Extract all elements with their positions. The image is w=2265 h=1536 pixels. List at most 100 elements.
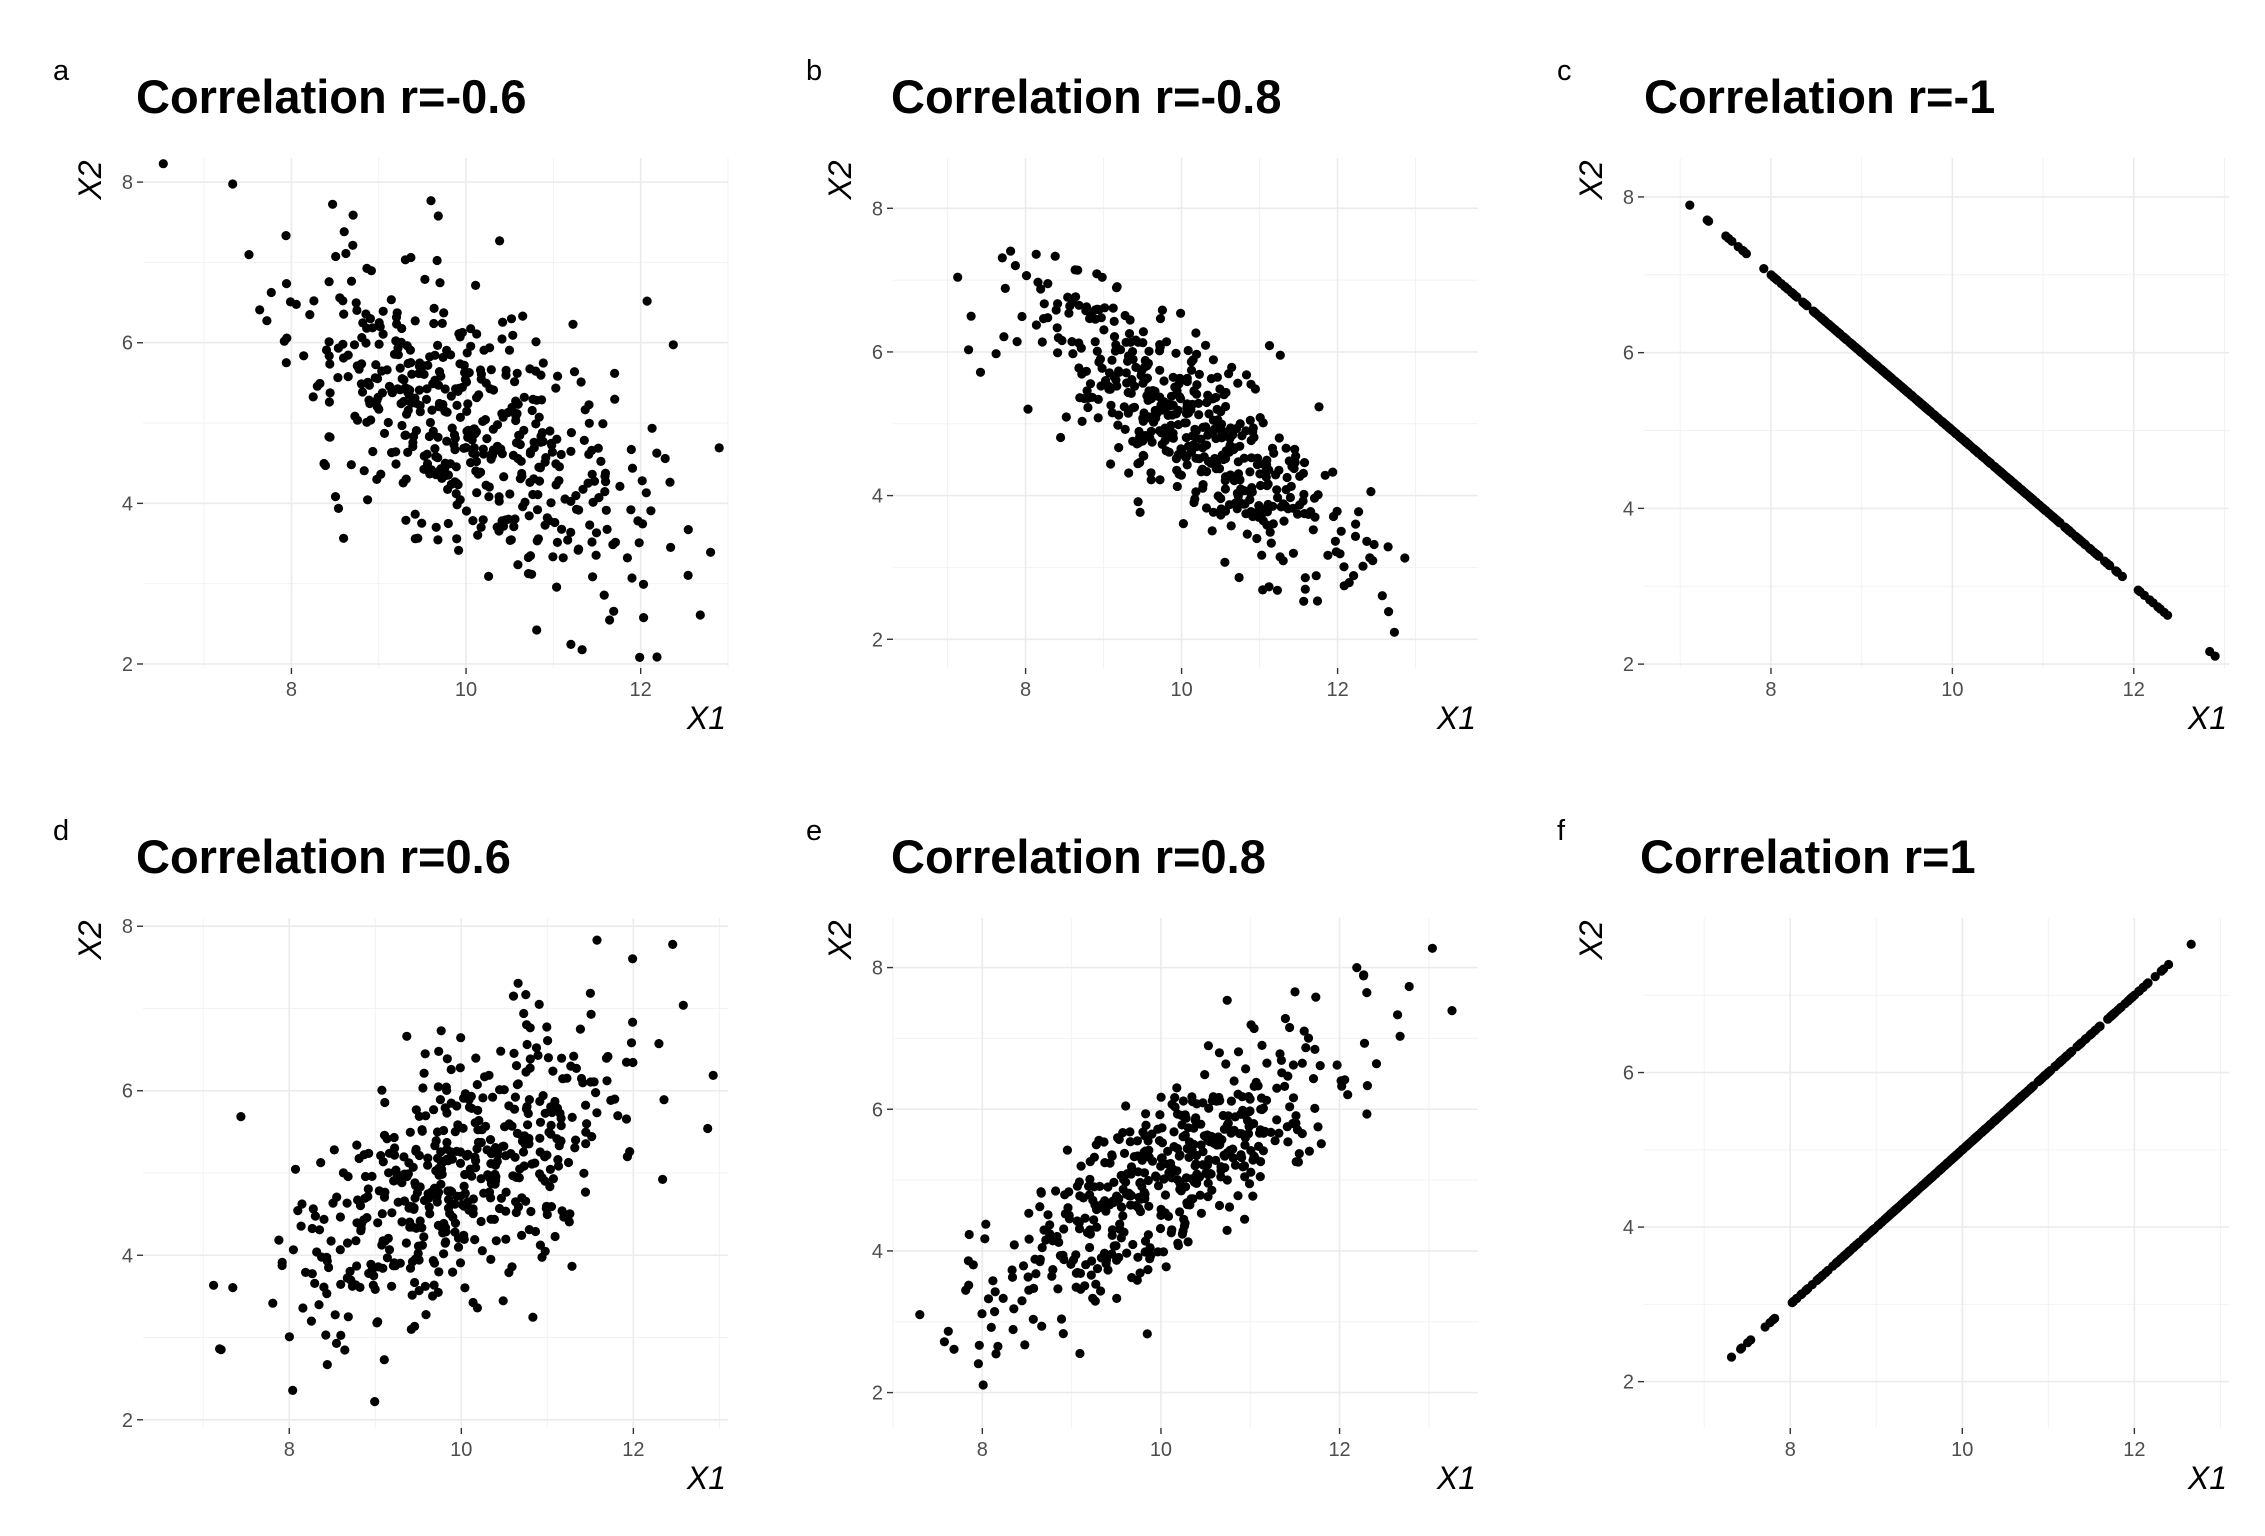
data-point — [610, 537, 621, 547]
data-point — [508, 330, 518, 340]
data-point — [1320, 470, 1330, 480]
data-point — [415, 1182, 425, 1192]
data-point — [1244, 1179, 1255, 1189]
data-point — [1841, 334, 1851, 345]
data-point — [1096, 1253, 1107, 1263]
data-point — [528, 489, 538, 500]
data-point — [1191, 487, 1201, 497]
data-point — [486, 1193, 496, 1203]
data-point — [1727, 236, 1737, 246]
data-point — [1181, 1113, 1191, 1123]
data-point — [462, 348, 472, 358]
data-point — [1280, 1081, 1290, 1091]
data-point — [626, 444, 636, 455]
data-point — [1064, 1187, 1074, 1197]
data-point — [386, 295, 396, 305]
data-point — [500, 1122, 510, 1132]
data-point — [306, 1316, 316, 1326]
data-point — [379, 1355, 389, 1365]
data-point — [1012, 337, 1022, 347]
data-point — [1155, 314, 1166, 324]
y-tick-label: 6 — [122, 1081, 133, 1103]
data-point — [1188, 431, 1198, 441]
data-point — [576, 1073, 587, 1084]
data-point — [1126, 1169, 1136, 1179]
data-point — [365, 398, 375, 409]
data-point — [437, 318, 447, 328]
data-point — [1178, 1226, 1188, 1236]
data-point — [446, 1064, 456, 1075]
data-point — [1097, 363, 1107, 373]
data-point — [1144, 1152, 1154, 1162]
data-point — [523, 1108, 533, 1119]
data-point — [1924, 405, 1934, 416]
data-point — [1244, 1092, 1254, 1102]
data-point — [983, 1294, 994, 1304]
data-point — [1080, 1281, 1090, 1291]
data-point — [281, 279, 292, 289]
data-point — [579, 1168, 589, 1178]
data-point — [1299, 458, 1310, 468]
data-point — [521, 990, 531, 1000]
data-point — [610, 394, 620, 404]
data-point — [1264, 582, 1274, 592]
data-point — [1255, 1172, 1265, 1182]
data-point — [440, 1238, 450, 1248]
data-point — [397, 1217, 407, 1227]
data-point — [627, 463, 638, 473]
data-point — [401, 515, 411, 525]
data-point — [548, 552, 558, 562]
data-point — [571, 504, 582, 514]
data-point — [1059, 1254, 1069, 1265]
data-point — [1136, 366, 1147, 376]
data-point — [471, 280, 481, 290]
data-point — [1215, 1096, 1225, 1106]
data-point — [1181, 418, 1191, 428]
data-point — [1934, 1165, 1944, 1176]
panel-letter: e — [806, 815, 822, 847]
data-point — [438, 352, 448, 362]
data-point — [1039, 314, 1049, 324]
data-point — [1266, 1127, 1276, 1137]
data-point — [1182, 399, 1192, 409]
data-point — [331, 251, 341, 262]
data-point — [980, 1234, 990, 1244]
data-point — [1135, 1268, 1145, 1278]
data-point — [1171, 348, 1181, 358]
data-point — [1037, 1243, 1047, 1253]
data-point — [414, 385, 424, 395]
data-point — [2150, 972, 2160, 982]
data-point — [1028, 1314, 1038, 1324]
data-point — [1835, 1254, 1846, 1264]
data-point — [374, 404, 384, 414]
data-point — [326, 1236, 336, 1246]
data-point — [622, 553, 633, 563]
data-point — [1262, 455, 1272, 465]
data-point — [1984, 457, 1994, 467]
data-point — [427, 405, 437, 415]
data-point — [476, 522, 486, 532]
data-point — [1146, 1250, 1156, 1260]
data-point — [1315, 1061, 1325, 1071]
data-point — [1282, 472, 1292, 483]
data-point — [1119, 1148, 1130, 1158]
data-point — [508, 991, 519, 1001]
data-point — [476, 1216, 486, 1227]
data-point — [567, 1261, 577, 1271]
data-point — [1194, 369, 1204, 379]
data-point — [485, 1173, 495, 1184]
data-point — [610, 1094, 620, 1104]
data-point — [366, 415, 376, 425]
data-point — [476, 1174, 486, 1184]
data-point — [433, 380, 444, 390]
data-point — [683, 525, 693, 535]
data-point — [359, 466, 369, 476]
data-point — [2064, 526, 2074, 536]
data-point — [501, 1151, 511, 1161]
data-point — [1214, 1048, 1224, 1058]
y-tick-label: 2 — [872, 1383, 883, 1405]
data-point — [1036, 1188, 1046, 1198]
data-point — [1053, 1284, 1063, 1294]
data-point — [335, 1245, 345, 1255]
data-point — [383, 417, 393, 428]
